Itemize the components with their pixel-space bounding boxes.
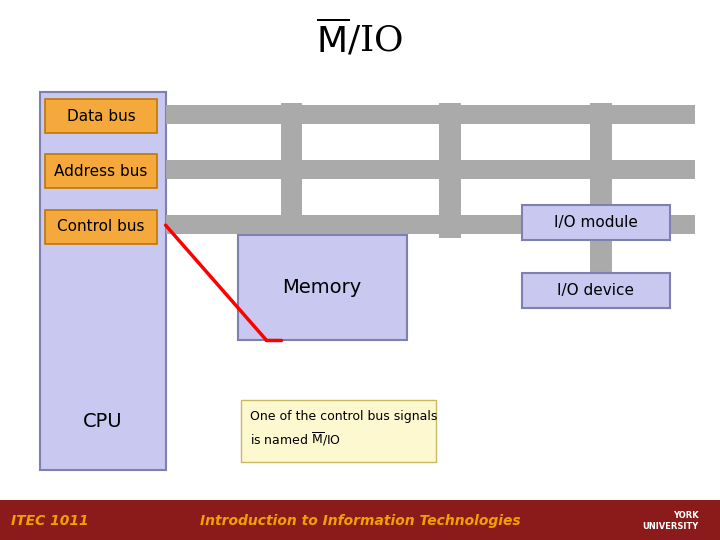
Bar: [241, 400, 436, 462]
Bar: [45, 210, 157, 244]
Bar: [522, 205, 670, 240]
Bar: [281, 103, 302, 238]
Bar: [166, 105, 695, 124]
Bar: [238, 235, 407, 340]
Bar: [45, 154, 157, 188]
Text: Control bus: Control bus: [58, 219, 145, 234]
Bar: [439, 103, 461, 238]
Bar: [522, 273, 670, 308]
Text: One of the control bus signals: One of the control bus signals: [250, 410, 437, 423]
Text: CPU: CPU: [83, 411, 123, 431]
Text: Memory: Memory: [282, 278, 362, 297]
Bar: [40, 92, 166, 470]
Text: Address bus: Address bus: [55, 164, 148, 179]
Text: Introduction to Information Technologies: Introduction to Information Technologies: [199, 514, 521, 528]
Text: I/O device: I/O device: [557, 283, 634, 298]
Text: Data bus: Data bus: [67, 109, 135, 124]
Text: is named $\overline{\mathrm{M}}$/IO: is named $\overline{\mathrm{M}}$/IO: [250, 431, 341, 448]
Bar: [166, 215, 695, 234]
Bar: [0, 500, 720, 540]
Bar: [45, 99, 157, 133]
Text: YORK
UNIVERSITY: YORK UNIVERSITY: [642, 511, 698, 531]
Text: $\overline{\mathrm{M}}$/IO: $\overline{\mathrm{M}}$/IO: [317, 17, 403, 59]
Text: ITEC 1011: ITEC 1011: [11, 514, 89, 528]
Text: I/O module: I/O module: [554, 215, 638, 230]
Bar: [166, 160, 695, 179]
Bar: [590, 103, 612, 281]
